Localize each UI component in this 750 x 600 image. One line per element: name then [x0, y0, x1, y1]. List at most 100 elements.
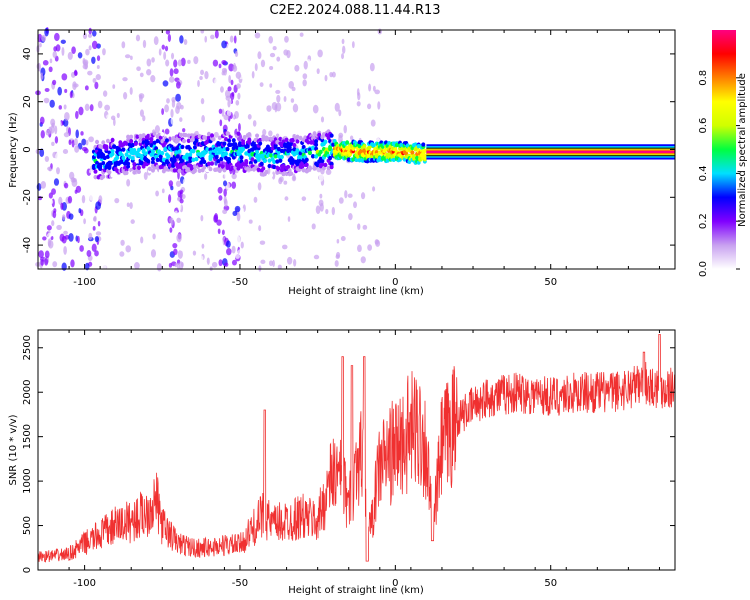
- spectrogram-ridge-blob: [174, 150, 179, 155]
- spectrogram-ridge-blob: [91, 163, 96, 169]
- spectrogram-speckle: [73, 138, 78, 146]
- spectrogram-speckle: [272, 46, 277, 51]
- spectrogram-speckle: [104, 72, 110, 80]
- spectrogram-speckle: [223, 188, 227, 197]
- spectrogram-speckle: [158, 48, 162, 56]
- spectrogram-speckle: [64, 234, 70, 240]
- spectrogram-speckle: [97, 100, 103, 109]
- spectrogram-speckle: [70, 251, 75, 259]
- y-tick-label: 2000: [22, 379, 33, 404]
- spectrogram-speckle: [118, 105, 122, 114]
- spectrogram-speckle: [146, 69, 152, 76]
- spectrogram-speckle: [182, 128, 186, 133]
- spectrogram-ridge-blob: [168, 163, 173, 168]
- spectrogram-ridge-blob: [267, 163, 272, 169]
- spectrogram-ridge-blob: [382, 148, 387, 154]
- spectrogram-ridge-blob: [301, 168, 306, 173]
- spectrogram-ridge-blob: [197, 134, 202, 139]
- spectrogram-speckle: [328, 251, 333, 256]
- spectrogram-ridge-blob: [286, 141, 291, 146]
- spectrogram-ridge-blob: [227, 157, 232, 162]
- spectrogram-ridge-blob: [307, 150, 312, 155]
- spectrogram-ridge-blob: [286, 164, 291, 170]
- spectrogram-speckle: [302, 79, 307, 87]
- spectrogram-speckle: [234, 111, 239, 119]
- spectrogram-speckle: [94, 132, 100, 142]
- spectrogram-ridge-blob: [320, 158, 325, 164]
- spectrogram-speckle: [232, 210, 238, 216]
- spectrogram-speckle: [54, 136, 59, 144]
- spectrogram-speckle: [213, 51, 219, 56]
- y-tick-label: 1000: [22, 468, 33, 493]
- spectrogram-speckle: [214, 77, 220, 86]
- spectrogram-speckle: [222, 209, 228, 215]
- spectrogram-speckle: [74, 189, 78, 194]
- spectrogram-speckle: [214, 212, 219, 222]
- spectrogram-speckle: [342, 45, 346, 54]
- spectrogram-ridge-blob: [98, 162, 103, 167]
- spectrogram-speckle: [181, 91, 188, 99]
- spectrogram-speckle: [276, 45, 283, 52]
- spectrogram-speckle: [259, 216, 264, 221]
- spectrogram-speckle: [38, 250, 44, 258]
- spectrogram-speckle: [94, 81, 99, 90]
- spectrogram-ridge-blob: [366, 146, 371, 151]
- spectrogram-ridge-blob: [192, 145, 197, 150]
- spectrogram-ridge-blob: [391, 157, 396, 162]
- spectrogram-ridge-blob: [269, 136, 274, 142]
- spectrogram-ridge-blob: [236, 131, 241, 136]
- colorbar-tick-label: 0.2: [698, 213, 709, 229]
- spectrogram-speckle: [225, 240, 231, 248]
- spectrogram-ridge-blob: [101, 174, 106, 179]
- spectrogram-speckle: [75, 129, 79, 139]
- spectrogram-ridge-blob: [345, 145, 350, 151]
- spectrogram-speckle: [275, 89, 281, 94]
- spectrogram-ridge-blob: [163, 147, 168, 152]
- spectrogram-speckle: [204, 71, 209, 80]
- spectrogram-ridge-blob: [245, 166, 250, 171]
- spectrogram-speckle: [277, 264, 282, 270]
- spectrogram-ridge-blob: [244, 151, 249, 156]
- spectrogram-ridge-blob: [276, 166, 281, 171]
- spectrogram-speckle: [269, 52, 276, 58]
- spectrogram-speckle: [169, 217, 172, 224]
- spectrogram-speckle: [92, 77, 97, 83]
- spectrogram-speckle: [44, 250, 50, 259]
- x-tick-label: -50: [232, 277, 248, 288]
- spectrogram-speckle: [165, 59, 170, 67]
- colorbar-tick-label: 0.4: [698, 165, 709, 181]
- spectrogram-speckle: [227, 86, 232, 92]
- spectrogram-ridge-blob: [214, 151, 219, 157]
- spectrogram-speckle: [370, 119, 376, 127]
- spectrogram-speckle: [293, 258, 297, 267]
- spectrogram-speckle: [313, 254, 320, 260]
- spectrogram-speckle: [300, 224, 306, 233]
- spectrogram-ridge-blob: [220, 164, 225, 169]
- spectrogram-speckle: [194, 247, 199, 252]
- spectrogram-ridge-blob: [208, 166, 213, 172]
- spectrogram-ridge-blob: [210, 161, 215, 166]
- spectrogram-speckle: [137, 76, 142, 82]
- y-tick-label: -20: [22, 189, 33, 205]
- spectrogram-speckle: [173, 68, 179, 75]
- spectrogram-speckle: [324, 74, 328, 82]
- spectrogram-speckle: [46, 225, 52, 231]
- spectrogram-ridge-blob: [416, 143, 421, 149]
- spectrogram-ridge-blob: [241, 161, 246, 167]
- spectrogram-speckle: [51, 220, 55, 227]
- colorbar-label: Normalized spectral amplitude: [737, 73, 748, 227]
- spectrogram-ridge-blob: [180, 144, 185, 150]
- spectrogram-ridge-blob: [133, 141, 138, 146]
- spectrogram-speckle: [91, 243, 97, 252]
- spectrogram-carrier-band: [426, 150, 675, 153]
- spectrogram-ridge-blob: [216, 159, 221, 164]
- spectrogram-speckle: [90, 211, 94, 218]
- spectrogram-speckle: [116, 112, 120, 118]
- spectrogram-speckle: [164, 128, 170, 135]
- spectrogram-speckle: [232, 65, 238, 72]
- spectrogram-speckle: [39, 103, 45, 112]
- spectrogram-speckle: [51, 122, 55, 128]
- spectrogram-ridge-blob: [248, 160, 253, 166]
- spectrogram-speckle: [68, 213, 74, 220]
- spectrogram-speckle: [272, 259, 275, 268]
